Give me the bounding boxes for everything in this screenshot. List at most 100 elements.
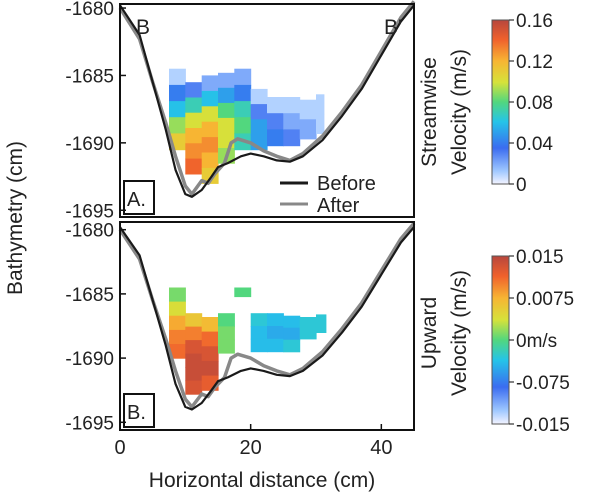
colorbar-tick-label: 0 [516, 175, 527, 196]
velocity-cell [169, 117, 186, 134]
y-tick-label: -1680 [65, 0, 114, 20]
panel-a-velocity-cells [169, 68, 325, 184]
velocity-cell [185, 313, 203, 328]
y-axis-label: Bathymetry (cm) [4, 141, 27, 295]
y-tick-label: -1695 [65, 413, 114, 434]
colorbar-a-bar [491, 19, 510, 185]
panel-b-label-box: B. [123, 393, 155, 428]
velocity-cell [169, 301, 186, 317]
velocity-cell [250, 326, 268, 340]
velocity-cell [218, 339, 235, 354]
velocity-cell [283, 129, 301, 147]
velocity-cell [201, 137, 219, 154]
velocity-cell [201, 360, 219, 377]
velocity-cell [250, 338, 268, 353]
x-axis-label: Horizontal distance (cm) [149, 469, 375, 492]
section-label-end: B' [384, 16, 402, 39]
colorbar-b-bar [491, 255, 510, 425]
velocity-cell [201, 152, 219, 169]
colorbar-tick-label: 0.0075 [516, 289, 574, 310]
velocity-cell [267, 129, 284, 147]
velocity-cell [185, 340, 203, 355]
panel-a-label-box: A. [123, 180, 155, 215]
velocity-cell [283, 315, 301, 329]
y-tick-label: -1685 [65, 285, 114, 306]
velocity-cell [218, 117, 235, 134]
panel-a-label: A. [127, 189, 146, 211]
velocity-cell [283, 327, 301, 341]
panel-a-before-line [119, 4, 415, 198]
velocity-cell [169, 101, 186, 118]
velocity-cell [185, 326, 203, 341]
velocity-cell [250, 104, 268, 120]
velocity-cell [185, 158, 203, 175]
legend-before-label: Before [317, 173, 376, 195]
y-tick-label: -1695 [65, 201, 114, 222]
x-tick-label: 20 [240, 437, 262, 459]
colorbar-a-ticks: 0.16 0.12 0.08 0.04 0 [509, 11, 553, 196]
panel-b-label: B. [127, 402, 146, 424]
velocity-cell [299, 327, 317, 340]
y-tick-label: -1690 [65, 134, 114, 155]
colorbar-b-label-line2: Velocity (m/s) [448, 270, 471, 396]
velocity-cell [234, 68, 252, 86]
colorbar-a-label-line2: Velocity (m/s) [448, 49, 471, 175]
velocity-cell [316, 113, 325, 134]
velocity-cell [169, 329, 186, 345]
panel-b-before-line [119, 226, 415, 411]
panel-b-upward: B. -1680 -1685 -1690 -1695 0 20 40 [65, 221, 416, 459]
panel-b-velocity-cells [169, 287, 327, 395]
velocity-cell [267, 113, 284, 130]
velocity-cell [218, 326, 235, 341]
velocity-cell [218, 72, 235, 89]
velocity-cell [169, 287, 186, 303]
velocity-cell [234, 287, 252, 298]
velocity-cell [267, 338, 284, 353]
velocity-cell [218, 313, 235, 328]
velocity-cell [185, 128, 203, 144]
colorbar-tick-label: 0m/s [516, 331, 557, 352]
velocity-cell [299, 317, 317, 329]
velocity-cell [267, 326, 284, 340]
x-tick-label: 40 [370, 437, 392, 459]
velocity-cell [169, 84, 186, 102]
velocity-cell [250, 119, 268, 136]
velocity-cell [250, 88, 268, 105]
colorbar-streamwise: Streamwise Velocity (m/s) 0.160.120.080.… [418, 11, 553, 196]
velocity-cell [201, 75, 219, 92]
velocity-cell [201, 121, 219, 138]
velocity-cell [185, 112, 203, 129]
velocity-cell [169, 344, 186, 359]
panel-a-after-line [118, 0, 416, 196]
section-label-start: B [136, 16, 150, 39]
velocity-cell [201, 346, 219, 362]
velocity-cell [185, 380, 203, 395]
velocity-cell [185, 353, 203, 368]
colorbar-a-label-line1: Streamwise [418, 57, 441, 167]
legend-after-label: After [317, 195, 360, 217]
panel-a-streamwise: B B' A. Before After -1680 -1685 -1690 -169… [65, 0, 416, 222]
panel-b-frame [119, 221, 415, 431]
velocity-cell [201, 90, 219, 107]
velocity-cell [185, 82, 203, 99]
panel-a-y-ticks: -1680 -1685 -1690 -1695 [65, 0, 126, 222]
colorbar-tick-label: 0.08 [516, 93, 553, 114]
colorbar-tick-label: 0.12 [516, 52, 553, 73]
velocity-cell [250, 313, 268, 327]
velocity-cell [234, 84, 252, 102]
panel-a-frame [119, 3, 415, 218]
colorbar-tick-label: 0.04 [516, 134, 553, 155]
velocity-cell [201, 317, 219, 333]
velocity-cell [283, 113, 301, 130]
panel-b-after-line [118, 222, 416, 409]
velocity-cell [267, 313, 284, 327]
y-tick-label: -1680 [65, 221, 114, 242]
x-tick-label: 0 [114, 437, 125, 459]
velocity-cell [267, 97, 284, 114]
velocity-cell [283, 339, 301, 353]
velocity-cell [218, 102, 235, 119]
y-tick-label: -1685 [65, 66, 114, 87]
velocity-cell [234, 101, 252, 118]
velocity-cell [185, 97, 203, 114]
